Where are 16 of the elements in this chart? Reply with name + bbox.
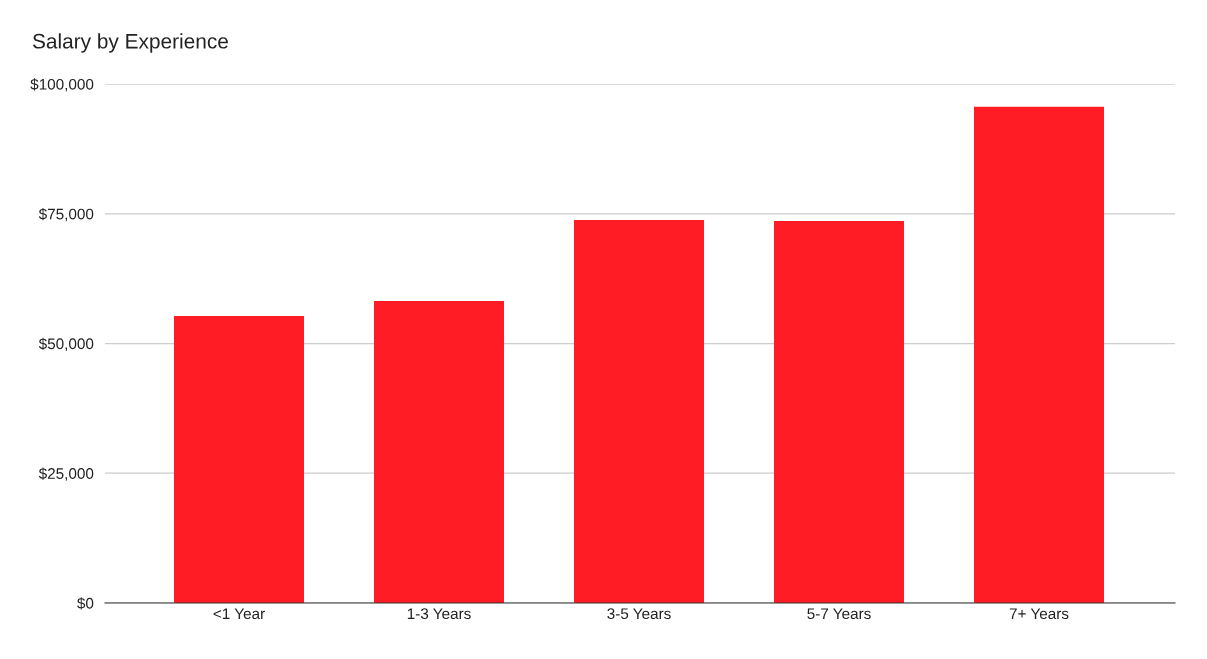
bar (574, 219, 705, 603)
y-tick-label: $0 (77, 597, 94, 610)
bar (374, 300, 505, 603)
y-tick-label: $100,000 (30, 78, 94, 92)
y-tick-label: $75,000 (38, 207, 94, 222)
y-tick-label: $25,000 (38, 467, 94, 481)
bar (174, 316, 305, 603)
bar (974, 106, 1105, 603)
y-tick-label: $50,000 (38, 337, 94, 351)
x-tick-label: 3-5 Years (607, 608, 671, 620)
x-tick-label: 1-3 Years (407, 608, 471, 620)
x-tick-label: 7+ Years (1009, 608, 1069, 620)
x-tick-label: 5-7 Years (807, 608, 871, 620)
chart-title: Salary by Experience (32, 33, 228, 53)
bar (774, 221, 905, 603)
x-tick-label: <1 Year (213, 608, 265, 620)
